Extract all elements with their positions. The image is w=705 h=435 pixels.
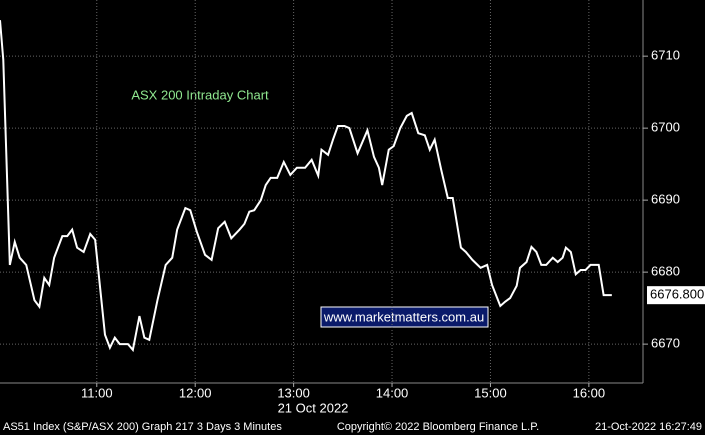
watermark-box	[320, 306, 489, 328]
watermark: www.marketmatters.com.au	[323, 309, 484, 324]
x-tick-label: 16:00	[573, 385, 606, 400]
y-tick-label: 6710	[651, 48, 680, 63]
x-tick-label: 11:00	[81, 385, 113, 400]
last-value-label: 6676.800	[650, 287, 704, 302]
date-label: 21 Oct 2022	[278, 400, 349, 415]
x-tick-label: 13:00	[277, 385, 310, 400]
price-line	[0, 20, 612, 353]
footer-left: AS51 Index (S&P/ASX 200) Graph 217 3 Day…	[3, 421, 282, 433]
x-tick-label: 15:00	[474, 385, 507, 400]
y-tick-label: 6700	[651, 120, 680, 135]
last-value-box	[647, 286, 705, 305]
annotation: ASX 200 Intraday Chart	[131, 87, 269, 102]
y-tick-label: 6690	[651, 192, 680, 207]
footer-right: 21-Oct-2022 16:27:49	[595, 421, 702, 433]
y-tick-label: 6680	[651, 264, 680, 279]
y-tick-label: 6670	[651, 336, 680, 351]
x-tick-label: 12:00	[179, 385, 212, 400]
footer-center: Copyright© 2022 Bloomberg Finance L.P.	[337, 421, 539, 433]
x-tick-label: 14:00	[376, 385, 409, 400]
